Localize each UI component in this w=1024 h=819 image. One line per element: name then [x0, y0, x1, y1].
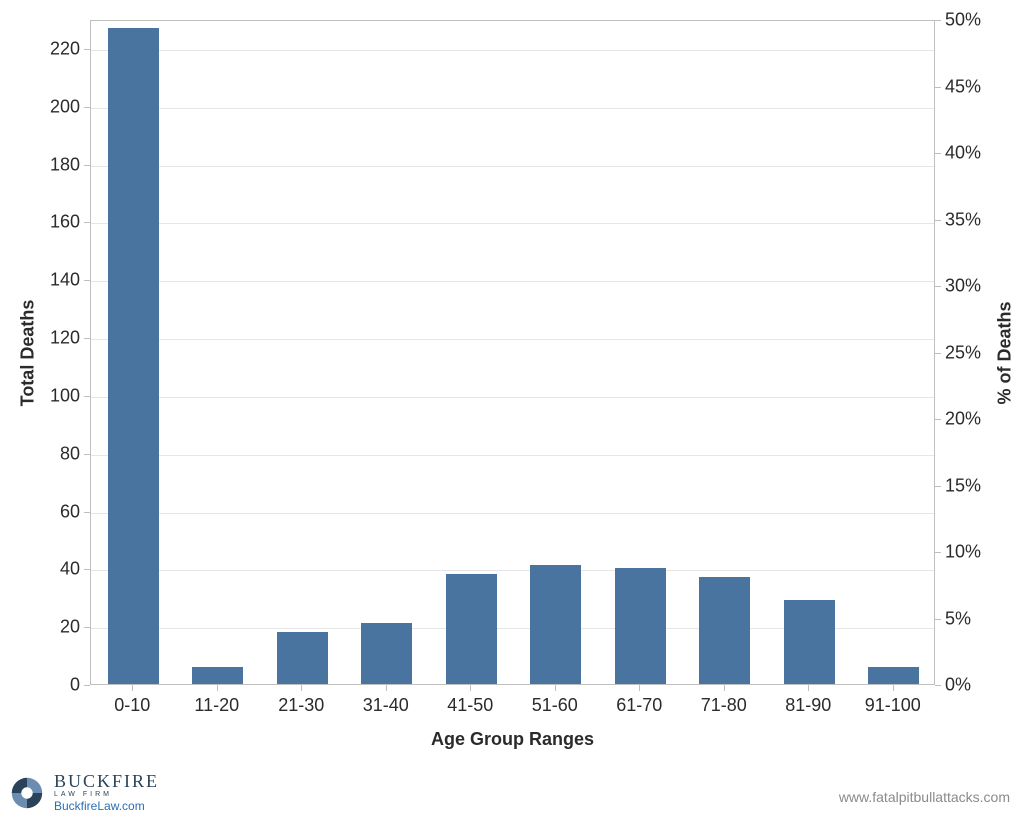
bar — [192, 667, 243, 684]
y1-tick-label: 220 — [50, 38, 80, 59]
plot-area — [90, 20, 935, 685]
y2-tick-label: 30% — [945, 276, 981, 297]
x-tick-label: 71-80 — [701, 695, 747, 716]
x-tick-label: 11-20 — [194, 695, 239, 716]
x-tick-label: 31-40 — [363, 695, 409, 716]
x-tick-label: 51-60 — [532, 695, 578, 716]
y1-tick-label: 180 — [50, 154, 80, 175]
bar — [277, 632, 328, 684]
x-tick-label: 0-10 — [114, 695, 150, 716]
x-tick-label: 61-70 — [616, 695, 662, 716]
bar — [446, 574, 497, 684]
y2-tick-label: 0% — [945, 675, 971, 696]
bar — [784, 600, 835, 684]
y1-axis-title: Total Deaths — [18, 299, 39, 406]
x-axis-title: Age Group Ranges — [431, 729, 594, 750]
y1-tick-label: 140 — [50, 270, 80, 291]
y1-tick-label: 20 — [60, 617, 80, 638]
bar — [361, 623, 412, 684]
brand-name: BUCKFIRE — [54, 772, 159, 791]
brand-subtitle: LAW FIRM — [54, 791, 159, 798]
y2-tick-label: 20% — [945, 409, 981, 430]
y1-tick-label: 200 — [50, 96, 80, 117]
y2-tick-label: 5% — [945, 608, 971, 629]
source-url[interactable]: www.fatalpitbullattacks.com — [839, 789, 1010, 805]
brand-url[interactable]: BuckfireLaw.com — [54, 800, 159, 813]
deaths-by-age-chart: Total Deaths % of Deaths Age Group Range… — [0, 0, 1024, 819]
brand-logo-icon — [8, 774, 46, 812]
brand-footer: BUCKFIRE LAW FIRM BuckfireLaw.com — [8, 772, 159, 813]
x-tick-label: 81-90 — [785, 695, 831, 716]
bar — [615, 568, 666, 684]
bar — [699, 577, 750, 684]
y2-axis-title: % of Deaths — [995, 301, 1016, 404]
x-tick-label: 91-100 — [865, 695, 921, 716]
bar — [108, 28, 159, 684]
x-tick-label: 21-30 — [278, 695, 324, 716]
y1-tick-label: 40 — [60, 559, 80, 580]
y1-tick-label: 120 — [50, 328, 80, 349]
y2-tick-label: 15% — [945, 475, 981, 496]
y1-tick-label: 80 — [60, 443, 80, 464]
y2-tick-label: 40% — [945, 143, 981, 164]
y1-tick-label: 160 — [50, 212, 80, 233]
x-tick-label: 41-50 — [447, 695, 493, 716]
y2-tick-label: 10% — [945, 542, 981, 563]
y2-tick-label: 35% — [945, 209, 981, 230]
y1-tick-label: 100 — [50, 385, 80, 406]
y1-tick-label: 60 — [60, 501, 80, 522]
y1-tick-label: 0 — [70, 675, 80, 696]
y2-tick-label: 50% — [945, 10, 981, 31]
y2-tick-label: 25% — [945, 342, 981, 363]
bar — [868, 667, 919, 684]
y2-tick-label: 45% — [945, 76, 981, 97]
bar — [530, 565, 581, 684]
